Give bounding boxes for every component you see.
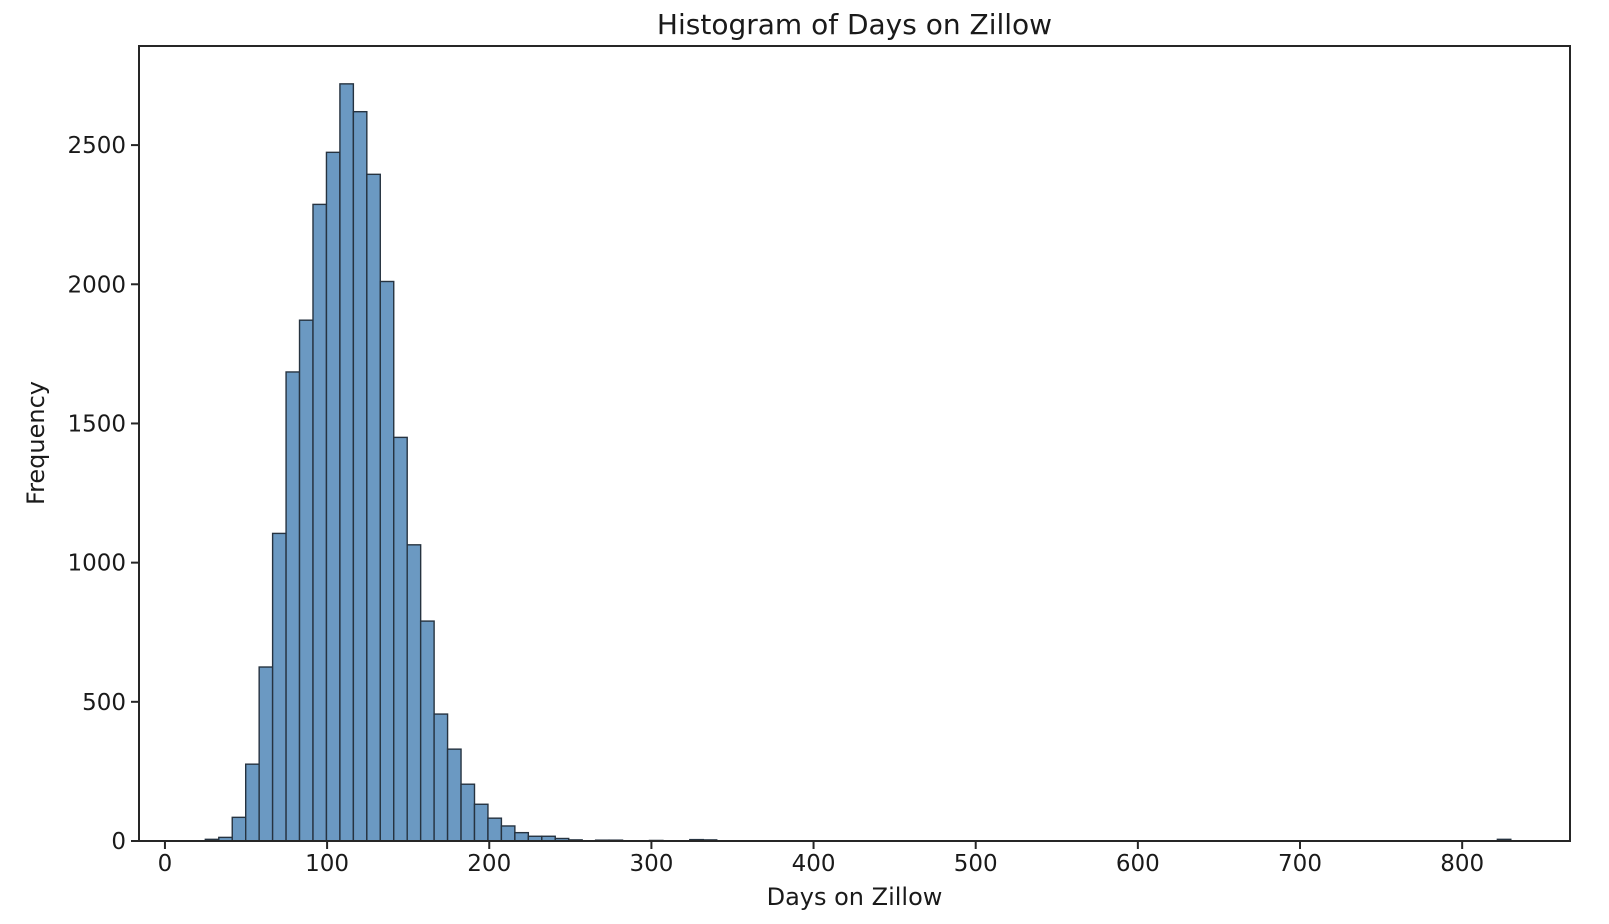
- histogram-bar: [460, 783, 476, 842]
- histogram-bar: [379, 280, 395, 842]
- y-tick-label: 1000: [67, 551, 126, 577]
- y-tick-label: 500: [82, 690, 126, 716]
- histogram-bar: [406, 544, 422, 842]
- y-tick-label: 0: [111, 829, 126, 855]
- histogram-bar: [446, 748, 462, 842]
- histogram-bar: [325, 151, 341, 842]
- histogram-bar: [231, 816, 247, 842]
- y-axis-label: Frequency: [22, 381, 50, 505]
- histogram-bar: [514, 831, 530, 842]
- x-tick-label: 100: [305, 851, 349, 877]
- histogram-bar: [352, 110, 368, 842]
- x-tick-label: 600: [1116, 851, 1160, 877]
- x-tick-label: 300: [629, 851, 673, 877]
- histogram-bar: [419, 620, 435, 842]
- histogram-bar: [339, 83, 355, 842]
- axes-spines: [138, 45, 1571, 842]
- y-tick-label: 1500: [67, 411, 126, 437]
- chart-title: Histogram of Days on Zillow: [656, 8, 1053, 41]
- histogram-bar: [500, 825, 516, 842]
- x-tick-label: 200: [467, 851, 511, 877]
- x-tick-label: 400: [792, 851, 836, 877]
- histogram-bar: [258, 666, 274, 842]
- histogram-bar: [312, 203, 328, 842]
- histogram-bar: [244, 763, 260, 842]
- histogram-bar: [487, 817, 503, 842]
- x-tick-label: 0: [158, 851, 173, 877]
- histogram-bar: [298, 319, 314, 842]
- x-axis-label: Days on Zillow: [766, 883, 943, 911]
- x-tick-label: 500: [954, 851, 998, 877]
- histogram-bar: [285, 371, 301, 842]
- y-tick-label: 2500: [67, 133, 126, 159]
- histogram-bar: [473, 803, 489, 842]
- histogram-bar: [366, 173, 381, 842]
- histogram-bar: [433, 713, 449, 842]
- histogram-bar: [393, 436, 408, 842]
- x-tick-label: 800: [1440, 851, 1484, 877]
- histogram-bar: [271, 532, 287, 842]
- y-tick-label: 2000: [67, 272, 126, 298]
- x-tick-label: 700: [1278, 851, 1322, 877]
